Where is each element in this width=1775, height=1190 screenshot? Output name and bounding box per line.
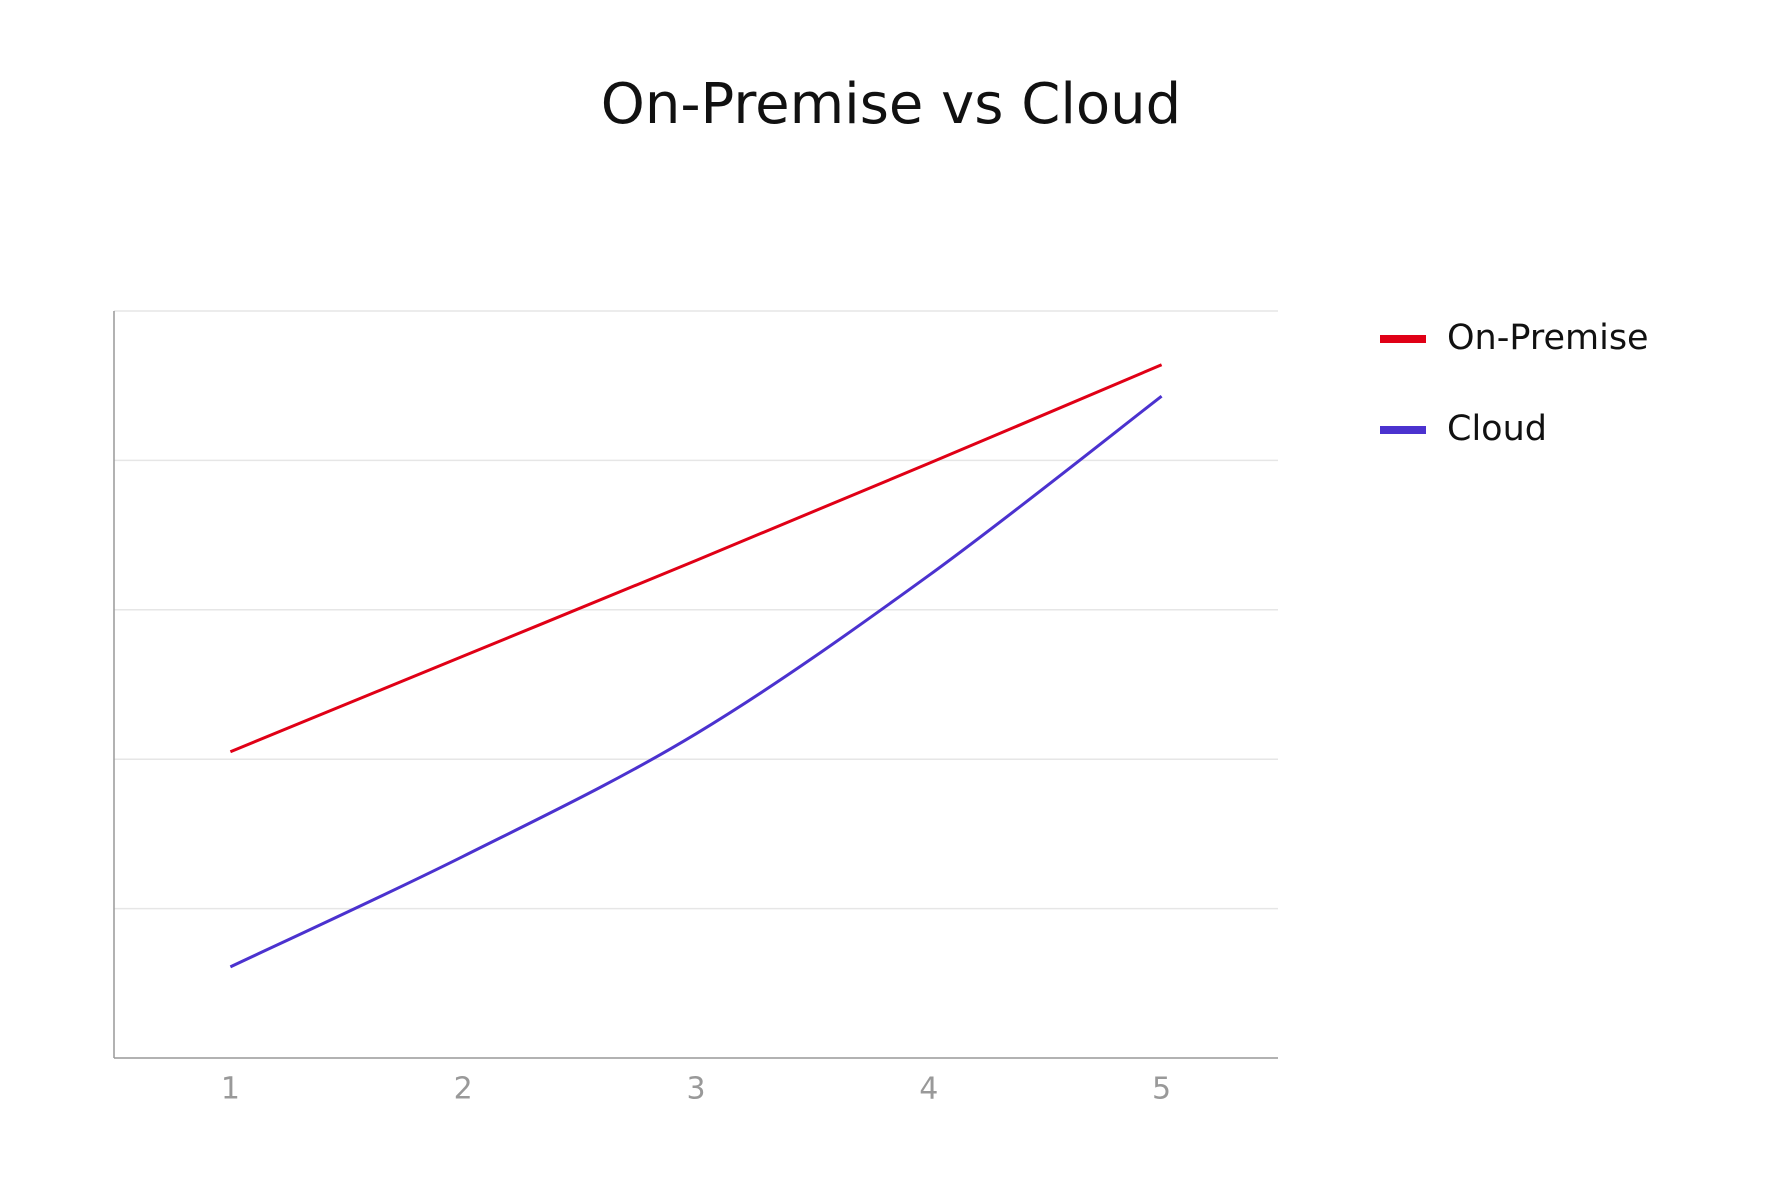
x-tick-label: 3 (686, 1072, 705, 1107)
x-tick-label: 2 (454, 1072, 473, 1107)
legend-label: On-Premise (1447, 318, 1649, 358)
x-tick-label: 1 (221, 1072, 240, 1107)
legend-label: Cloud (1447, 409, 1547, 449)
x-tick-label: 4 (919, 1072, 938, 1107)
series-line (229, 363, 1163, 754)
chart-title: On-Premise vs Cloud (601, 72, 1181, 137)
x-tick-label: 5 (1152, 1072, 1171, 1107)
series-line (229, 394, 1163, 969)
